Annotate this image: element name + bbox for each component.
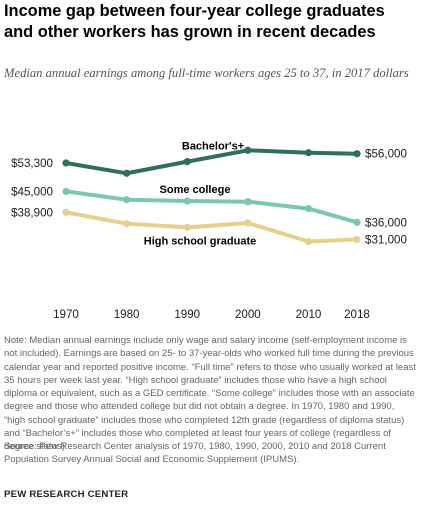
series-name-label: Bachelor's+ [182, 141, 244, 153]
data-point-2-2 [183, 223, 191, 232]
chart-note: Note: Median annual earnings include onl… [4, 335, 416, 453]
data-point-1-1 [123, 196, 131, 204]
data-point-2-4 [304, 237, 313, 246]
chart-subtitle: Median annual earnings among full-time w… [4, 66, 409, 80]
end-value-label: $31,000 [365, 233, 407, 246]
series-name-label: Some college [160, 184, 231, 196]
data-point-1-4 [304, 204, 313, 213]
chart-title: Income gap between four-year college gra… [4, 2, 385, 41]
data-point-2-0 [62, 208, 70, 216]
data-point-1-2 [183, 197, 191, 205]
x-tick-label: 1980 [114, 308, 140, 321]
start-value-label: $45,000 [11, 185, 53, 198]
series-line-0 [64, 148, 359, 176]
data-point-2-5 [353, 235, 361, 244]
x-tick-label: 2018 [344, 308, 370, 321]
series-name-label: High school graduate [144, 235, 256, 247]
x-tick-label: 1970 [53, 308, 79, 321]
start-value-label: $53,300 [11, 157, 53, 170]
end-value-label: $36,000 [365, 216, 407, 229]
x-tick-label: 1990 [174, 308, 200, 321]
end-value-label: $56,000 [365, 148, 407, 161]
x-tick-label: 2010 [296, 308, 322, 321]
chart-source: Source: Pew Research Center analysis of … [4, 441, 386, 466]
data-point-0-5 [353, 150, 361, 158]
series-line-2 [64, 210, 359, 244]
series-line-1 [64, 189, 359, 225]
data-point-2-1 [123, 220, 131, 228]
data-point-0-2 [183, 158, 191, 166]
start-value-label: $38,900 [11, 206, 53, 219]
brand-logo-text: PEW RESEARCH CENTER [4, 489, 129, 500]
data-point-0-3 [244, 146, 252, 154]
data-point-0-4 [304, 149, 313, 157]
data-point-1-0 [62, 187, 70, 196]
data-point-1-3 [244, 198, 252, 206]
data-point-0-1 [123, 169, 131, 177]
line-chart: $53,300 $56,000 Bachelor's+ $45,000 $36,000 S… [11, 141, 407, 321]
x-tick-label: 2000 [235, 308, 261, 321]
data-point-0-0 [62, 159, 70, 167]
data-point-2-3 [244, 219, 252, 227]
data-point-1-5 [353, 218, 361, 226]
